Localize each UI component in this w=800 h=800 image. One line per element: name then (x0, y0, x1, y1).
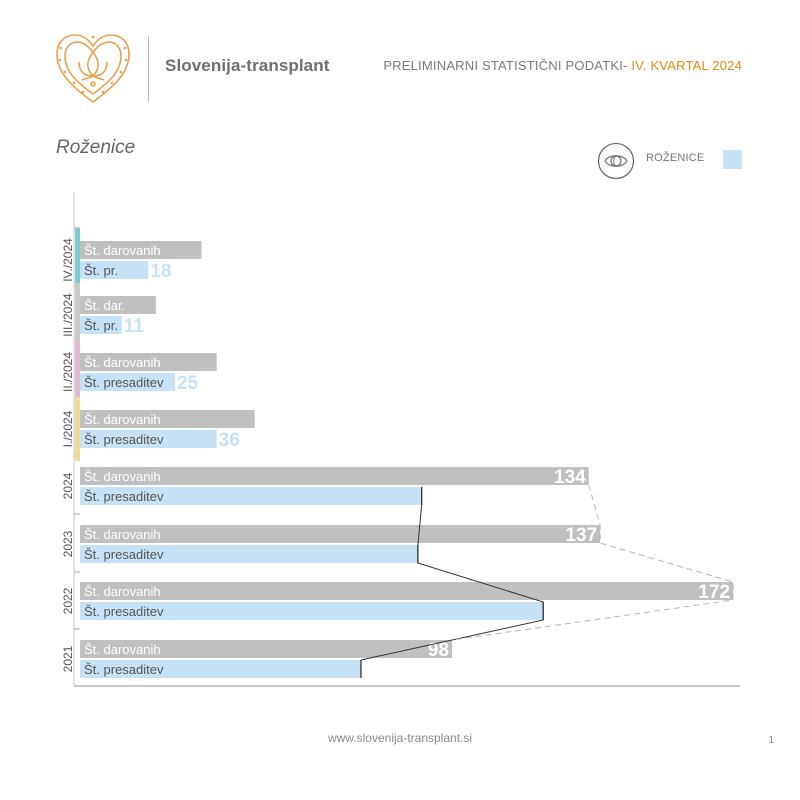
bar-label-transplanted-4: Št. presaditev (84, 489, 164, 504)
bar-transplanted-4 (80, 487, 422, 505)
bar-label-donated-3: Št. darovanih (84, 412, 161, 427)
bar-label-donated-0: Št. darovanih (84, 243, 161, 258)
category-marker-1 (75, 283, 80, 347)
bar-label-transplanted-6: Št. presaditev (84, 604, 164, 619)
value-label-transplanted-0: 18 (150, 261, 171, 282)
category-label-5: 2023 (61, 530, 75, 557)
value-label-donated-7: 98 (428, 640, 449, 661)
category-label-1: III./2024 (61, 293, 75, 337)
value-label-transplanted-1: 11 (124, 316, 145, 337)
bar-label-donated-7: Št. darovanih (84, 642, 161, 657)
value-label-donated-3: 46 (257, 410, 278, 431)
value-label-donated-6: 172 (698, 582, 730, 603)
bar-label-transplanted-0: Št. pr. (84, 263, 118, 278)
bar-transplanted-3 (80, 430, 217, 448)
value-label-donated-2: 36 (219, 353, 240, 374)
bar-transplanted-0 (80, 261, 149, 279)
value-label-donated-5: 137 (565, 525, 597, 546)
bar-donated-6 (80, 582, 733, 600)
category-label-4: 2024 (61, 472, 75, 499)
bar-label-transplanted-1: Št. pr. (84, 318, 118, 333)
category-label-6: 2022 (61, 587, 75, 614)
value-label-donated-1: 20 (158, 296, 179, 317)
bar-transplanted-1 (80, 316, 122, 334)
bar-label-donated-6: Št. darovanih (84, 584, 161, 599)
legend-swatch (723, 150, 742, 169)
bar-label-transplanted-5: Št. presaditev (84, 547, 164, 562)
value-label-donated-4: 134 (554, 467, 586, 488)
bar-transplanted-5 (80, 545, 418, 563)
page-title: Roženice (56, 137, 136, 158)
bar-donated-3 (80, 410, 255, 428)
category-marker-3 (75, 397, 80, 461)
bar-label-transplanted-2: Št. presaditev (84, 375, 164, 390)
bar-donated-0 (80, 241, 202, 259)
value-label-transplanted-2: 25 (177, 373, 199, 394)
category-marker-0 (75, 228, 80, 292)
category-label-3: I./2024 (61, 410, 75, 447)
value-label-transplanted-6: 122 (508, 602, 540, 623)
brand-name: Slovenija-transplant (165, 56, 330, 75)
bar-donated-7 (80, 640, 453, 658)
category-marker-2 (75, 340, 80, 404)
report-subtitle-prefix: PRELIMINARNI STATISTIČNI PODATKI- (383, 58, 632, 73)
bar-donated-5 (80, 525, 601, 543)
value-label-transplanted-5: 89 (394, 545, 415, 566)
bar-label-donated-5: Št. darovanih (84, 527, 161, 542)
legend-label: ROŽENICE (646, 152, 705, 164)
value-label-transplanted-3: 36 (219, 430, 240, 451)
footer-url[interactable]: www.slovenija-transplant.si (327, 731, 473, 745)
bar-label-donated-2: Št. darovanih (84, 355, 161, 370)
report-quarter: IV. KVARTAL 2024 (631, 58, 742, 73)
page-number: 1 (768, 735, 774, 746)
value-label-transplanted-7: 74 (337, 660, 359, 681)
bar-label-transplanted-7: Št. presaditev (84, 662, 164, 677)
eye-icon (597, 142, 635, 180)
bar-donated-4 (80, 467, 589, 485)
trend-line-donated (451, 484, 734, 641)
bar-transplanted-2 (80, 373, 175, 391)
logo-heart-icon (56, 34, 130, 103)
trend-line-transplanted (360, 504, 544, 661)
bar-transplanted-7 (80, 660, 361, 678)
bar-label-donated-4: Št. darovanih (84, 469, 161, 484)
category-label-0: IV./2024 (61, 238, 75, 282)
bar-donated-1 (80, 296, 156, 314)
value-label-donated-0: 32 (203, 241, 224, 262)
bar-transplanted-6 (80, 602, 544, 620)
value-label-transplanted-4: 90 (398, 487, 419, 508)
brand-divider (148, 36, 149, 102)
report-subtitle: PRELIMINARNI STATISTIČNI PODATKI- IV. KV… (383, 58, 742, 73)
category-label-7: 2021 (61, 645, 75, 672)
bar-label-transplanted-3: Št. presaditev (84, 432, 164, 447)
bar-donated-2 (80, 353, 217, 371)
category-label-2: II./2024 (61, 352, 75, 392)
bar-label-donated-1: Št. dar. (84, 298, 125, 313)
